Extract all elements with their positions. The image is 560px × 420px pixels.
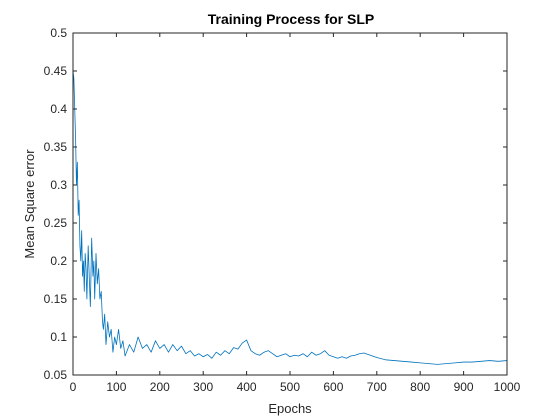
x-tick-label: 300 <box>193 380 213 394</box>
x-tick-label: 200 <box>150 380 170 394</box>
x-tick-label: 900 <box>454 380 474 394</box>
plot-area <box>72 70 508 365</box>
axes-frame <box>72 32 508 376</box>
y-tick-label: 0.2 <box>50 254 67 268</box>
y-tick-label: 0.05 <box>44 368 68 382</box>
x-tick-label: 600 <box>323 380 343 394</box>
x-tick-label: 1000 <box>494 380 521 394</box>
y-tick-label: 0.25 <box>44 216 68 230</box>
y-tick-label: 0.35 <box>44 140 68 154</box>
x-tick-label: 100 <box>106 380 126 394</box>
y-tick-label: 0.1 <box>50 330 67 344</box>
x-axis: 0 100 200 300 400 500 600 700 800 900 1000 <box>70 33 521 394</box>
x-axis-label: Epochs <box>268 401 312 416</box>
y-tick-label: 0.5 <box>50 26 67 40</box>
x-tick-label: 500 <box>280 380 300 394</box>
x-tick-label: 800 <box>410 380 430 394</box>
x-tick-label: 0 <box>70 380 77 394</box>
chart-title: Training Process for SLP <box>208 11 375 27</box>
x-tick-label: 700 <box>367 380 387 394</box>
y-axis-label: Mean Square error <box>22 149 37 259</box>
y-tick-label: 0.15 <box>44 292 68 306</box>
series-line-0 <box>72 70 508 365</box>
y-tick-label: 0.45 <box>44 64 68 78</box>
y-axis: 0.05 0.1 0.15 0.2 0.25 0.3 0.35 0.4 0.45 0.5 <box>44 26 507 382</box>
x-tick-label: 400 <box>237 380 257 394</box>
y-tick-label: 0.4 <box>50 102 67 116</box>
y-tick-label: 0.3 <box>50 178 67 192</box>
